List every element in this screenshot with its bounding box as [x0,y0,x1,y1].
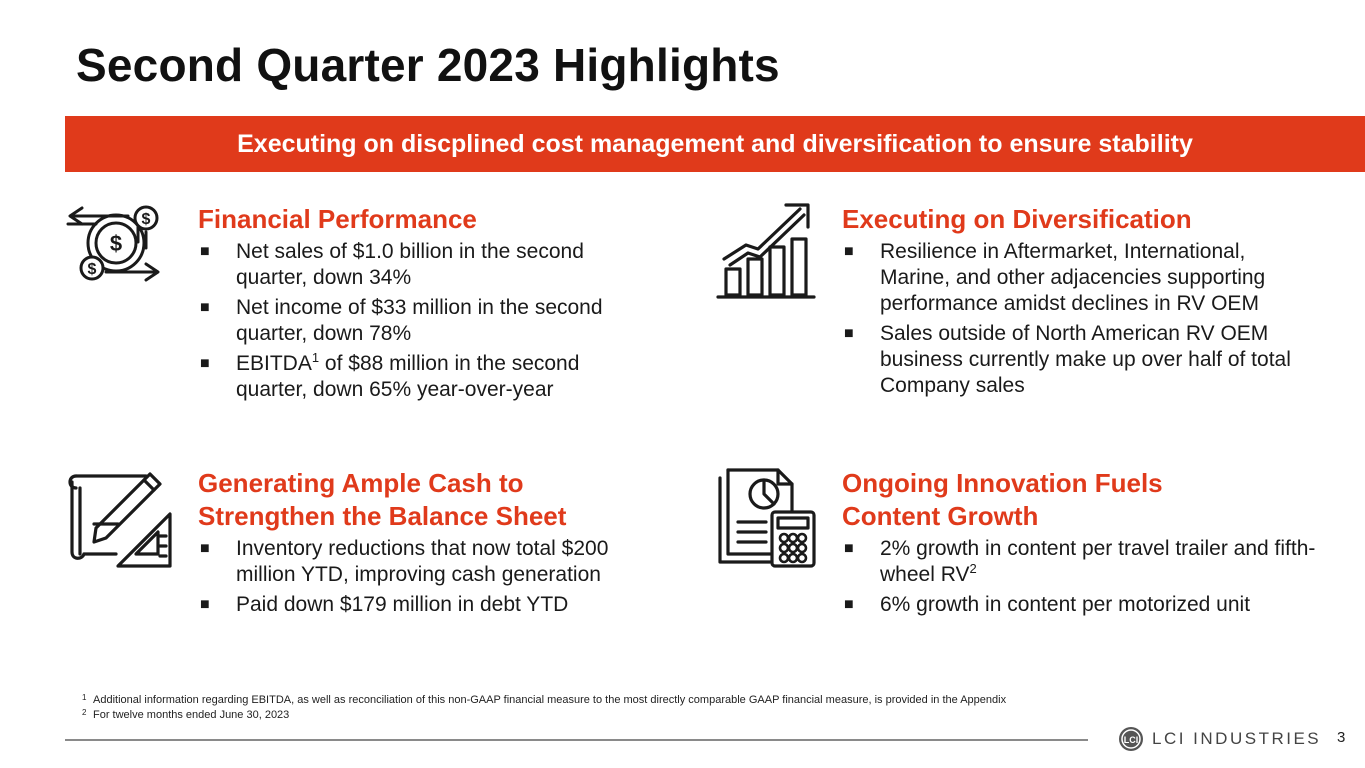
innovation-section: Ongoing Innovation Fuels Content Growth ■… [842,467,1322,622]
list-item: ■ Paid down $179 million in debt YTD [200,593,569,616]
report-calculator-icon [718,468,816,568]
bullet-icon: ■ [200,540,210,557]
bullet-icon: ■ [844,243,854,260]
svg-text:$: $ [142,211,151,228]
bullet-icon: ■ [844,325,854,342]
lci-logo-icon: LCI [1119,727,1143,751]
list-item: ■ Resilience in Aftermarket, Internationa… [844,240,1266,315]
cash-generation-section: Generating Ample Cash to Strengthen the B… [198,467,648,622]
list-item: ■ EBITDA1 of $88 million in the second qu… [200,350,580,401]
svg-text:$: $ [110,231,122,256]
financial-heading: Financial Performance [198,204,477,234]
bullet-icon: ■ [844,540,854,557]
bullet-icon: ■ [200,243,210,260]
list-item: ■ 2% growth in content per travel trailer… [844,537,1316,586]
footnote: 1 Additional information regarding EBITDA… [82,693,1007,706]
innovation-heading: Ongoing Innovation Fuels Content Growth [842,468,1163,531]
blueprint-pencil-icon [68,472,172,568]
bullet-icon: ■ [200,299,210,316]
logo-text: LCI INDUSTRIES [1152,729,1322,748]
headline-banner: Executing on discplined cost management … [65,116,1365,172]
financial-performance-section: Financial Performance ■ Net sales of $1.0… [198,203,648,407]
diversification-heading: Executing on Diversification [842,204,1192,234]
company-logo: LCI LCI INDUSTRIES [1118,726,1321,752]
growth-chart-icon [716,203,816,299]
footnote-ref: 2 [969,561,977,576]
list-item: ■ Sales outside of North American RV OEM … [844,322,1291,397]
cash-heading: Generating Ample Cash to Strengthen the B… [198,468,567,531]
money-cycle-icon: $ $ $ [66,205,160,282]
footnotes: 1 Additional information regarding EBITDA… [82,693,1006,723]
innovation-bullets: ■ 2% growth in content per travel trailer… [842,536,1322,618]
cash-bullets: ■ Inventory reductions that now total $20… [198,536,648,618]
svg-text:$: $ [88,261,97,278]
financial-bullets: ■ Net sales of $1.0 billion in the second… [198,239,648,403]
bullet-icon: ■ [200,596,210,613]
diversification-bullets: ■ Resilience in Aftermarket, Internationa… [842,239,1292,399]
page-title: Second Quarter 2023 Highlights [76,39,780,91]
footer-divider [65,739,1088,741]
page-number: 3 [1337,729,1346,746]
footnote: 2 For twelve months ended June 30, 2023 [82,708,290,721]
list-item: ■ Inventory reductions that now total $20… [200,537,609,586]
list-item: ■ Net sales of $1.0 billion in the second… [200,240,584,289]
bullet-icon: ■ [844,596,854,613]
bullet-icon: ■ [200,355,210,372]
list-item: ■ Net income of $33 million in the second… [200,296,603,345]
list-item: ■ 6% growth in content per motorized unit [844,593,1251,616]
diversification-section: Executing on Diversification ■ Resilience… [842,203,1292,403]
svg-text:LCI: LCI [1124,735,1139,745]
footnote-ref: 1 [311,350,320,365]
